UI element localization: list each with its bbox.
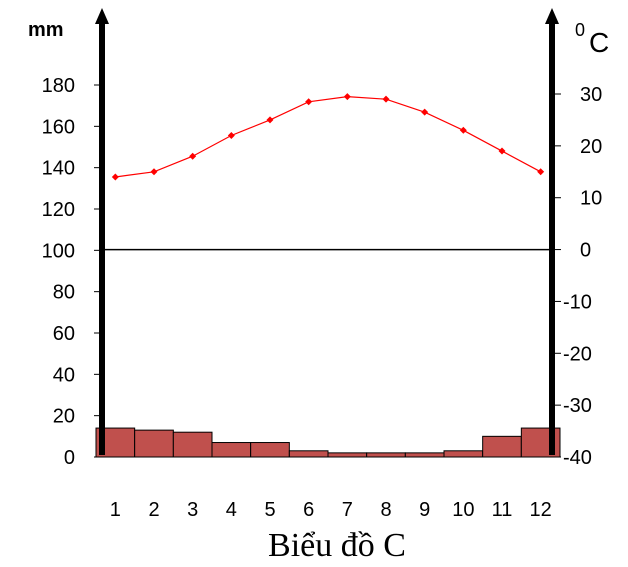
left-axis-arrow xyxy=(95,8,109,24)
right-tick-label--40: -40 xyxy=(563,447,592,469)
temperature-line xyxy=(115,95,541,178)
precip-bar-2 xyxy=(134,429,174,458)
left-tick-label-100: 100 xyxy=(42,240,75,262)
x-tick-label-3: 3 xyxy=(187,499,198,521)
left-tick-label-60: 60 xyxy=(53,323,75,345)
right-tick-label--10: -10 xyxy=(563,291,592,313)
left-tick-label-120: 120 xyxy=(42,199,75,221)
x-tick-label-6: 6 xyxy=(303,499,314,521)
precip-bar-9 xyxy=(404,452,445,458)
axes xyxy=(95,8,559,455)
left-tick-label-20: 20 xyxy=(53,406,75,428)
left-tick-label-140: 140 xyxy=(42,158,75,180)
right-axis-unit-sup: 0 xyxy=(575,20,585,40)
precip-bar-11 xyxy=(482,435,522,458)
right-tick-label--20: -20 xyxy=(563,343,592,365)
chart-title: Biểu đồ C xyxy=(268,527,406,564)
temperature-point-11 xyxy=(498,147,506,155)
right-tick-label-10: 10 xyxy=(580,188,602,210)
temperature-point-10 xyxy=(459,126,467,134)
x-tick-label-10: 10 xyxy=(452,499,474,521)
temperature-point-2 xyxy=(150,168,158,176)
temperature-point-7 xyxy=(343,93,351,101)
temperature-point-5 xyxy=(266,116,274,124)
temperature-point-12 xyxy=(537,168,545,176)
temperature-point-8 xyxy=(382,95,390,103)
temperature-point-4 xyxy=(227,131,235,139)
left-axis-unit: mm xyxy=(28,19,64,41)
right-axis-unit: C xyxy=(589,27,609,58)
x-tick-label-4: 4 xyxy=(226,499,237,521)
temperature-point-9 xyxy=(421,108,429,116)
right-tick-label-0: 0 xyxy=(580,240,591,262)
x-tick-label-11: 11 xyxy=(492,499,513,521)
x-tick-label-7: 7 xyxy=(342,499,353,521)
right-tick-label-20: 20 xyxy=(580,136,602,158)
x-tick-label-12: 12 xyxy=(530,499,552,521)
precipitation-bars xyxy=(95,427,561,458)
left-tick-label-0: 0 xyxy=(64,447,75,469)
precip-bar-4 xyxy=(211,442,252,458)
x-tick-label-1: 1 xyxy=(110,499,121,521)
precip-bar-5 xyxy=(250,442,290,458)
temperature-point-6 xyxy=(305,98,313,106)
temperature-line-group xyxy=(111,93,545,181)
precip-bar-10 xyxy=(443,450,484,458)
left-axis-ticks: 0 20 40 60 80 100 120 140 160 180 xyxy=(42,75,102,469)
temperature-point-1 xyxy=(111,173,119,181)
left-tick-label-40: 40 xyxy=(53,364,75,386)
x-tick-label-8: 8 xyxy=(380,499,391,521)
x-tick-label-2: 2 xyxy=(148,499,159,521)
left-tick-label-180: 180 xyxy=(42,75,75,97)
temperature-point-3 xyxy=(189,152,197,160)
right-tick-label--30: -30 xyxy=(563,395,592,417)
right-axis-ticks: -40 -30 -20 -10 0 10 20 30 xyxy=(552,84,602,469)
x-axis-ticks: 1 2 3 4 5 6 7 8 9 10 11 12 xyxy=(110,499,552,521)
left-tick-label-80: 80 xyxy=(53,282,75,304)
precip-bar-7 xyxy=(327,452,368,458)
precip-bar-3 xyxy=(172,431,213,458)
x-tick-label-9: 9 xyxy=(419,499,430,521)
x-tick-label-5: 5 xyxy=(264,499,275,521)
right-axis-arrow xyxy=(545,8,559,24)
left-tick-label-160: 160 xyxy=(42,116,75,138)
precip-bar-8 xyxy=(366,452,406,458)
precip-bar-6 xyxy=(288,450,329,458)
right-tick-label-30: 30 xyxy=(580,84,602,106)
